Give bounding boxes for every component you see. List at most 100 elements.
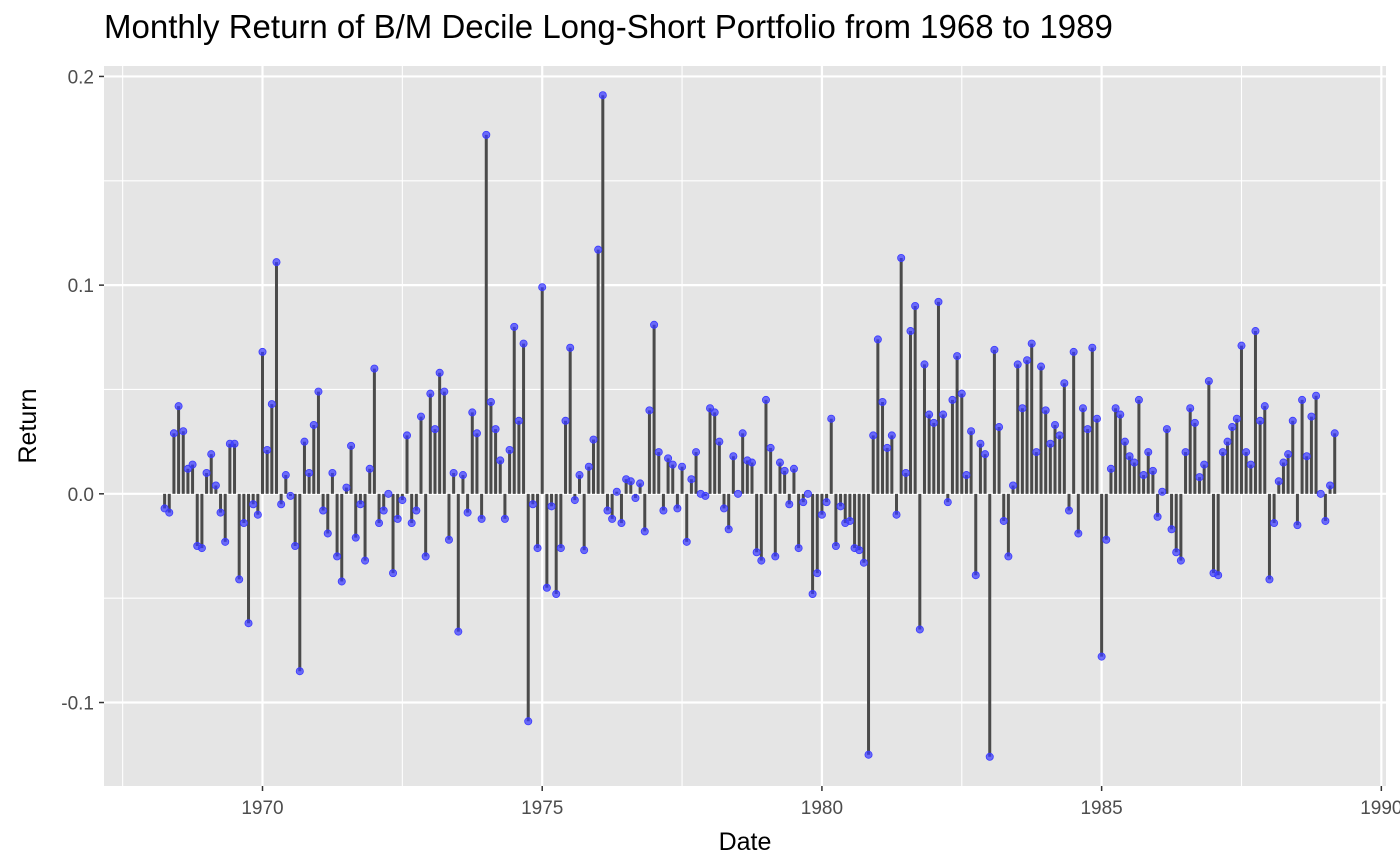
data-point — [864, 750, 873, 759]
data-point — [566, 343, 575, 352]
data-point — [202, 468, 211, 477]
data-point — [272, 258, 281, 267]
data-point — [407, 519, 416, 528]
data-point — [468, 408, 477, 417]
data-point — [393, 514, 402, 523]
data-point — [673, 504, 682, 513]
data-point — [1148, 466, 1157, 475]
data-point — [412, 506, 421, 515]
data-point — [654, 448, 663, 457]
data-point — [710, 408, 719, 417]
data-point — [999, 516, 1008, 525]
data-point — [1270, 519, 1279, 528]
data-point — [1307, 412, 1316, 421]
data-point — [1106, 464, 1115, 473]
data-point — [333, 552, 342, 561]
data-point — [384, 489, 393, 498]
data-point — [1060, 379, 1069, 388]
data-point — [1204, 377, 1213, 386]
data-point — [188, 460, 197, 469]
data-point — [1260, 402, 1269, 411]
data-point — [925, 410, 934, 419]
data-point — [1134, 395, 1143, 404]
data-point — [967, 427, 976, 436]
data-point — [985, 752, 994, 761]
data-point — [953, 352, 962, 361]
data-point — [267, 400, 276, 409]
data-point — [286, 491, 295, 500]
data-point — [496, 456, 505, 465]
data-point — [1293, 521, 1302, 530]
axes: 0.2 0.1 0.0 -0.1 1970 1975 1980 1985 1990 — [61, 67, 1400, 819]
data-point — [855, 546, 864, 555]
data-point — [976, 439, 985, 448]
data-point — [300, 437, 309, 446]
data-point — [1330, 429, 1339, 438]
data-point — [1130, 458, 1139, 467]
data-point — [803, 489, 812, 498]
data-point — [915, 625, 924, 634]
data-point — [775, 458, 784, 467]
data-point — [249, 500, 258, 509]
data-point — [594, 245, 603, 254]
data-point — [929, 418, 938, 427]
data-point — [1153, 512, 1162, 521]
data-point — [1176, 556, 1185, 565]
data-point — [1018, 404, 1027, 413]
data-point — [1051, 420, 1060, 429]
data-point — [1237, 341, 1246, 350]
x-tick-label: 1980 — [801, 798, 843, 819]
data-point — [887, 431, 896, 440]
data-point — [645, 406, 654, 415]
data-point — [1069, 347, 1078, 356]
data-point — [454, 627, 463, 636]
data-point — [1116, 410, 1125, 419]
data-point — [729, 452, 738, 461]
data-point — [1200, 460, 1209, 469]
data-point — [720, 504, 729, 513]
data-point — [664, 454, 673, 463]
data-point — [230, 439, 239, 448]
data-point — [1284, 450, 1293, 459]
data-point — [314, 387, 323, 396]
data-point — [724, 525, 733, 534]
data-point — [859, 558, 868, 567]
data-point — [263, 445, 272, 454]
data-point — [235, 575, 244, 584]
data-point — [440, 387, 449, 396]
data-point — [1158, 487, 1167, 496]
data-point — [1037, 362, 1046, 371]
data-point — [351, 533, 360, 542]
data-point — [734, 489, 743, 498]
data-point — [486, 397, 495, 406]
data-point — [356, 500, 365, 509]
data-point — [608, 514, 617, 523]
data-point — [761, 395, 770, 404]
data-point — [1013, 360, 1022, 369]
data-point — [342, 483, 351, 492]
data-point — [244, 619, 253, 628]
data-point — [617, 519, 626, 528]
data-point — [552, 590, 561, 599]
data-point — [1316, 489, 1325, 498]
data-point — [1064, 506, 1073, 515]
data-point — [1288, 416, 1297, 425]
data-point — [1167, 525, 1176, 534]
data-point — [389, 569, 398, 578]
data-point — [1083, 425, 1092, 434]
data-point — [943, 498, 952, 507]
data-point — [403, 431, 412, 440]
data-point — [584, 462, 593, 471]
data-point — [813, 569, 822, 578]
data-point — [169, 429, 178, 438]
data-point — [836, 502, 845, 511]
data-point — [971, 571, 980, 580]
data-point — [817, 510, 826, 519]
data-point — [444, 535, 453, 544]
x-tick-label: 1990 — [1360, 798, 1400, 819]
x-tick-label: 1985 — [1080, 798, 1122, 819]
data-point — [482, 130, 491, 139]
data-point — [757, 556, 766, 565]
data-point — [738, 429, 747, 438]
